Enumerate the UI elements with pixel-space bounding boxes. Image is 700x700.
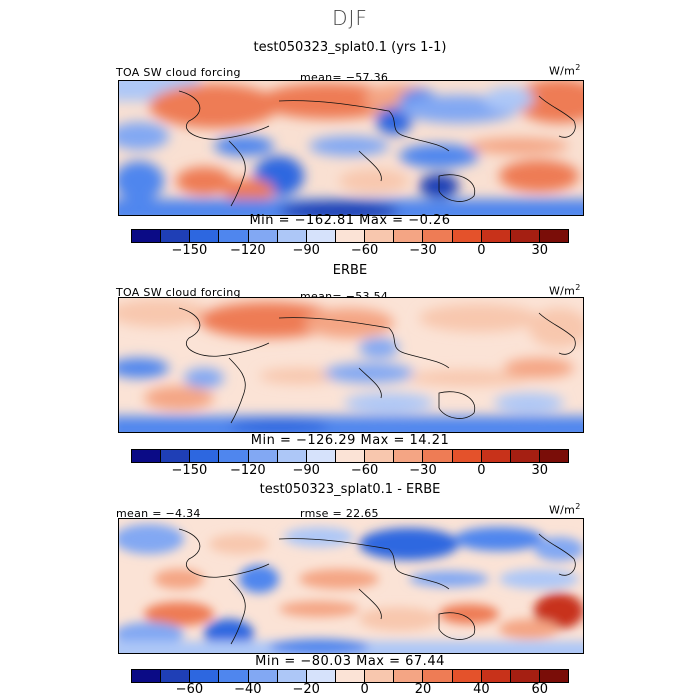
colorbar-1-tick: −30 xyxy=(409,243,437,258)
colorbar-3-segment xyxy=(306,670,336,682)
colorbar-1-segment xyxy=(248,230,278,242)
colorbar-2-segment xyxy=(132,450,162,462)
colorbar-2 xyxy=(131,449,569,463)
colorbar-2-tick: 0 xyxy=(477,463,486,478)
panel-2-units: W/m2 xyxy=(549,283,581,298)
colorbar-3-segment xyxy=(132,670,162,682)
colorbar-3-segment xyxy=(248,670,278,682)
colorbar-2-segment xyxy=(335,450,366,462)
colorbar-1-tick: −150 xyxy=(171,243,208,258)
colorbar-3-segment xyxy=(539,670,569,682)
panel-1-minmax: Min = −162.81 Max = −0.26 xyxy=(249,213,451,228)
colorbar-3-tick: 20 xyxy=(414,682,432,697)
colorbar-1-segment xyxy=(161,230,191,242)
colorbar-1-segment xyxy=(394,230,424,242)
colorbar-1-segment xyxy=(423,230,453,242)
colorbar-2-tick: −30 xyxy=(409,463,437,478)
panel-2-map xyxy=(118,297,584,433)
panel-2-minmax: Min = −126.29 Max = 14.21 xyxy=(250,433,450,448)
colorbar-1-tick: −120 xyxy=(229,243,266,258)
colorbar-3-segment xyxy=(335,670,366,682)
colorbar-1-segment xyxy=(190,230,220,242)
panel-3-rmse-label: rmse = 22.65 xyxy=(300,507,379,520)
panel-1-left-label: TOA SW cloud forcing xyxy=(116,66,241,79)
colorbar-1-segment xyxy=(335,230,366,242)
colorbar-1-tick: 30 xyxy=(531,243,549,258)
colorbar-1-segment xyxy=(481,230,511,242)
panel-3-title: test050323_splat0.1 - ERBE xyxy=(259,482,441,497)
colorbar-1-segment xyxy=(539,230,569,242)
colorbar-1-segment xyxy=(132,230,162,242)
colorbar-3-segment xyxy=(394,670,424,682)
colorbar-2-tick: −120 xyxy=(229,463,266,478)
colorbar-3-segment xyxy=(365,670,395,682)
colorbar-1-tick: −90 xyxy=(292,243,320,258)
colorbar-3-segment xyxy=(219,670,249,682)
colorbar-2-segment xyxy=(277,450,307,462)
colorbar-1-tick: −60 xyxy=(350,243,379,258)
colorbar-2-segment xyxy=(423,450,453,462)
panel-3-map xyxy=(118,518,584,654)
colorbar-2-segment xyxy=(481,450,511,462)
colorbar-2-segment xyxy=(248,450,278,462)
colorbar-2-segment xyxy=(539,450,569,462)
colorbar-3-segment xyxy=(452,670,482,682)
colorbar-2-segment xyxy=(394,450,424,462)
colorbar-1-segment xyxy=(306,230,336,242)
panel-3-minmax: Min = −80.03 Max = 67.44 xyxy=(255,654,445,669)
colorbar-2-tick: 30 xyxy=(531,463,549,478)
colorbar-1-segment xyxy=(277,230,307,242)
panel-1-map xyxy=(118,80,584,216)
colorbar-2-tick: −150 xyxy=(171,463,208,478)
colorbar-3-tick: 40 xyxy=(473,682,490,697)
colorbar-3-segment xyxy=(481,670,511,682)
colorbar-2-segment xyxy=(161,450,191,462)
colorbar-1 xyxy=(131,229,569,243)
colorbar-3-segment xyxy=(510,670,540,682)
colorbar-3-segment xyxy=(161,670,191,682)
colorbar-1-segment xyxy=(365,230,395,242)
colorbar-2-segment xyxy=(510,450,540,462)
colorbar-3-tick: 60 xyxy=(531,682,549,697)
colorbar-2-segment xyxy=(190,450,220,462)
colorbar-3-segment xyxy=(190,670,220,682)
figure-title: DJF xyxy=(332,6,368,30)
colorbar-1-segment xyxy=(510,230,540,242)
panel-1-units: W/m2 xyxy=(549,63,581,78)
colorbar-1-tick: 0 xyxy=(477,243,486,258)
colorbar-1-segment xyxy=(219,230,249,242)
colorbar-2-tick: −90 xyxy=(292,463,320,478)
colorbar-2-tick: −60 xyxy=(350,463,379,478)
colorbar-3-tick: −60 xyxy=(175,682,204,697)
colorbar-3-segment xyxy=(423,670,453,682)
colorbar-2-segment xyxy=(219,450,249,462)
colorbar-2-segment xyxy=(306,450,336,462)
colorbar-3 xyxy=(131,669,569,683)
colorbar-3-tick: −20 xyxy=(292,682,320,697)
colorbar-2-segment xyxy=(452,450,482,462)
panel-3-mean-label: mean = −4.34 xyxy=(116,507,201,520)
colorbar-3-segment xyxy=(277,670,307,682)
colorbar-2-segment xyxy=(365,450,395,462)
panel-2-title: ERBE xyxy=(332,263,368,278)
colorbar-1-segment xyxy=(452,230,482,242)
colorbar-3-tick: −40 xyxy=(234,682,262,697)
panel-1-title: test050323_splat0.1 (yrs 1-1) xyxy=(253,40,447,55)
panel-2-left-label: TOA SW cloud forcing xyxy=(116,286,241,299)
panel-3-units: W/m2 xyxy=(549,502,581,517)
colorbar-3-tick: 0 xyxy=(360,682,369,697)
